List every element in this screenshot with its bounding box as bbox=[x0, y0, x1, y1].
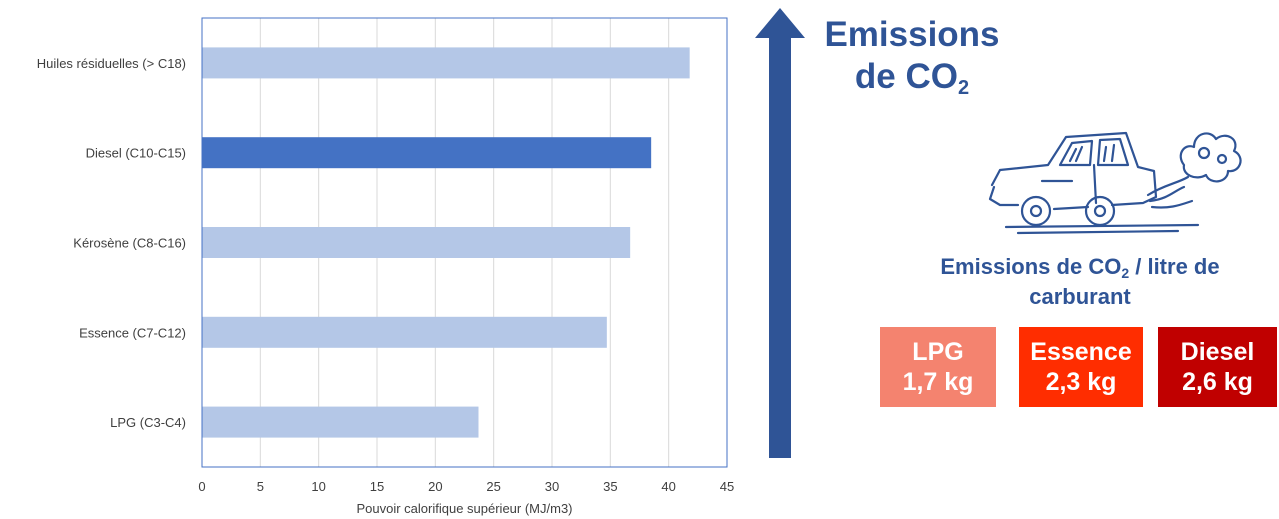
bar bbox=[202, 406, 479, 438]
per-litre-line-2: carburant bbox=[1029, 284, 1131, 309]
x-tick-label: 5 bbox=[257, 479, 264, 494]
bars bbox=[202, 47, 690, 438]
category-label: Essence (C7-C12) bbox=[79, 325, 186, 340]
per-litre-line-1: Emissions de CO2 / litre de bbox=[940, 254, 1220, 281]
bar bbox=[202, 47, 690, 79]
x-tick-label: 0 bbox=[198, 479, 205, 494]
x-tick-label: 35 bbox=[603, 479, 617, 494]
category-label: LPG (C3-C4) bbox=[110, 415, 186, 430]
x-tick-label: 25 bbox=[486, 479, 500, 494]
x-tick-label: 10 bbox=[311, 479, 325, 494]
x-tick-label: 30 bbox=[545, 479, 559, 494]
title-line-2: de CO2 bbox=[854, 57, 970, 99]
fuel-name: Essence bbox=[1030, 338, 1132, 366]
fuel-box-diesel: Diesel 2,6 kg bbox=[1158, 327, 1277, 407]
fuel-box-lpg: LPG 1,7 kg bbox=[880, 327, 996, 407]
x-tick-labels: 0 5 10 15 20 25 30 35 40 45 bbox=[198, 479, 734, 494]
per-litre-caption: Emissions de CO2 / litre de carburant bbox=[890, 252, 1270, 312]
bar bbox=[202, 137, 652, 169]
category-label: Kérosène (C8-C16) bbox=[73, 236, 186, 251]
category-label: Diesel (C10-C15) bbox=[86, 146, 186, 161]
x-tick-label: 15 bbox=[370, 479, 384, 494]
x-tick-label: 40 bbox=[661, 479, 675, 494]
title-line-1: Emissions bbox=[824, 15, 1000, 54]
plot-frame bbox=[201, 17, 728, 468]
fuel-amount: 1,7 kg bbox=[902, 368, 974, 396]
bar bbox=[202, 316, 607, 348]
x-tick-label: 20 bbox=[428, 479, 442, 494]
fuel-box-essence: Essence 2,3 kg bbox=[1019, 327, 1143, 407]
category-label: Huiles résiduelles (> C18) bbox=[37, 56, 186, 71]
x-axis-label: Pouvoir calorifique supérieur (MJ/m3) bbox=[356, 501, 572, 516]
fuel-amount: 2,6 kg bbox=[1182, 368, 1253, 396]
x-tick-label: 45 bbox=[720, 479, 734, 494]
fuel-name: LPG bbox=[912, 338, 964, 366]
car-exhaust-icon bbox=[988, 131, 1242, 235]
fuel-name: Diesel bbox=[1180, 338, 1255, 366]
up-arrow-icon bbox=[755, 8, 805, 458]
emissions-title: Emissions de CO2 bbox=[812, 14, 1012, 98]
category-labels: Huiles résiduelles (> C18) Diesel (C10-C1… bbox=[37, 56, 186, 430]
bar-chart: Huiles résiduelles (> C18) Diesel (C10-C1… bbox=[37, 17, 734, 516]
bar bbox=[202, 227, 631, 258]
fuel-amount: 2,3 kg bbox=[1045, 368, 1117, 396]
